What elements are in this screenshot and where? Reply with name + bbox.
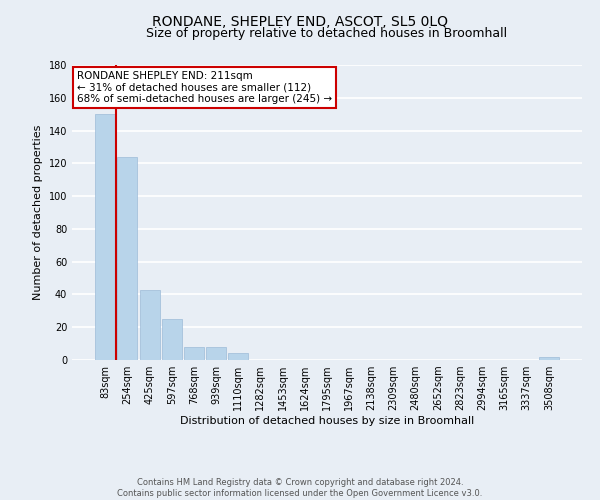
Text: RONDANE, SHEPLEY END, ASCOT, SL5 0LQ: RONDANE, SHEPLEY END, ASCOT, SL5 0LQ	[152, 15, 448, 29]
Bar	[118, 157, 137, 360]
Bar	[140, 290, 160, 360]
Bar	[539, 356, 559, 360]
Bar	[184, 347, 204, 360]
Bar	[162, 319, 182, 360]
Text: Contains HM Land Registry data © Crown copyright and database right 2024.
Contai: Contains HM Land Registry data © Crown c…	[118, 478, 482, 498]
Y-axis label: Number of detached properties: Number of detached properties	[33, 125, 43, 300]
X-axis label: Distribution of detached houses by size in Broomhall: Distribution of detached houses by size …	[180, 416, 474, 426]
Bar	[228, 354, 248, 360]
Bar	[95, 114, 115, 360]
Title: Size of property relative to detached houses in Broomhall: Size of property relative to detached ho…	[146, 27, 508, 40]
Text: RONDANE SHEPLEY END: 211sqm
← 31% of detached houses are smaller (112)
68% of se: RONDANE SHEPLEY END: 211sqm ← 31% of det…	[77, 71, 332, 104]
Bar	[206, 347, 226, 360]
